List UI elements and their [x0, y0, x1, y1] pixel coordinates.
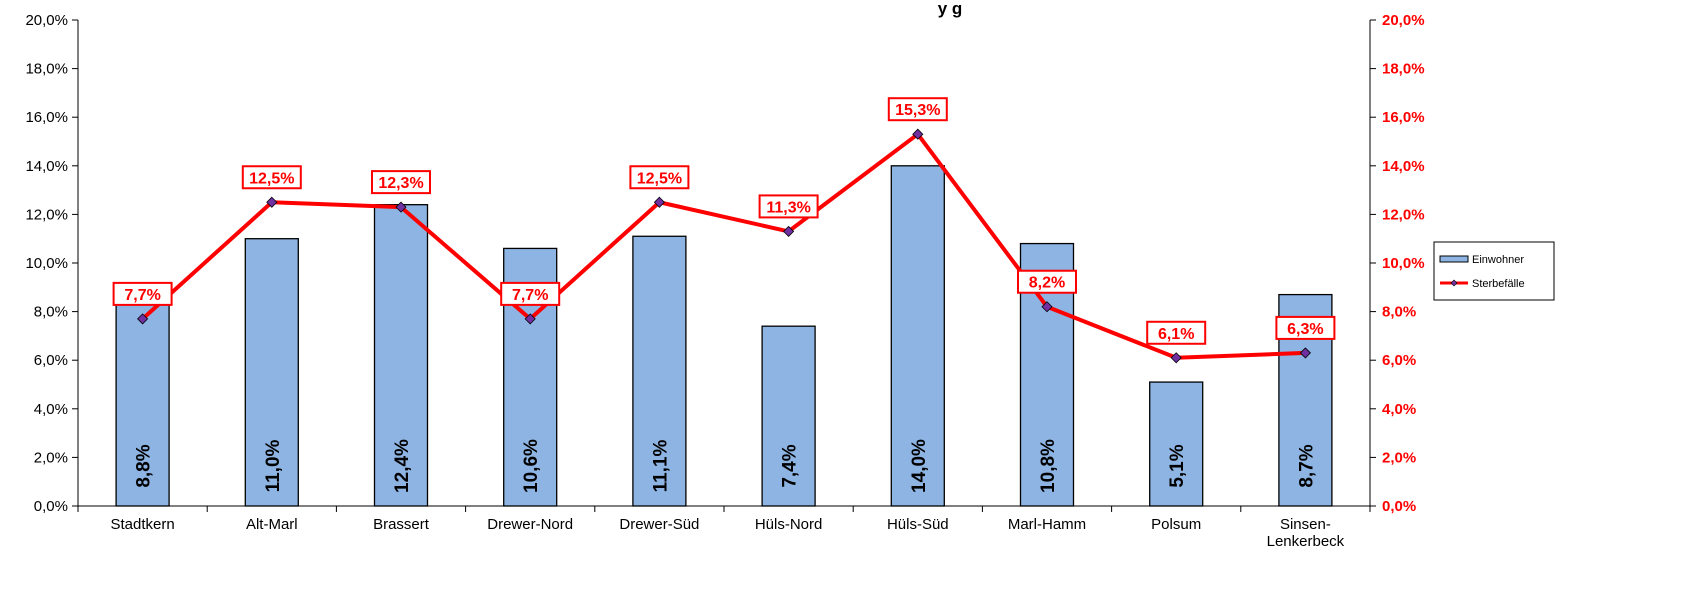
legend-label-einwohner: Einwohner	[1472, 254, 1524, 266]
y-left-tick-label: 12,0%	[25, 206, 68, 223]
line-value-label: 11,3%	[766, 199, 810, 216]
line-point-marker	[912, 128, 924, 140]
line-label-box	[629, 165, 690, 190]
bar	[890, 165, 945, 507]
x-category-label: Drewer-Nord	[487, 516, 573, 533]
bar-value-label: 8,7%	[1296, 444, 1317, 487]
x-category-label: Hüls-Nord	[755, 516, 823, 533]
line-point-marker	[266, 196, 278, 208]
chart-title: y g	[938, 0, 963, 18]
legend: Einwohner Sterbefälle	[1433, 241, 1555, 301]
bar-value-label: 5,1%	[1167, 444, 1188, 487]
line-label-box	[241, 165, 302, 190]
series-line	[141, 132, 1306, 360]
bar	[244, 238, 299, 507]
line-point-marker	[524, 313, 536, 325]
line-point-marker	[653, 196, 665, 208]
x-category-label: Brassert	[373, 516, 430, 533]
bar-value-label: 14,0%	[909, 439, 930, 493]
line-point-marker	[395, 201, 407, 213]
line-value-label: 8,2%	[1029, 275, 1065, 292]
y-right-tick-label: 0,0%	[1382, 498, 1416, 515]
y-left-tick-label: 14,0%	[25, 158, 68, 175]
data-labels: 8,8% 11,0% 12,4% 10,6% 11,1% 7,4% 14,0% 10,8% 5,…	[112, 97, 1336, 493]
line-point-marker	[1299, 347, 1311, 359]
y-right-tick-label: 12,0%	[1382, 206, 1425, 223]
legend-swatch-einwohner	[1439, 255, 1469, 263]
line-value-label: 6,3%	[1287, 321, 1323, 338]
y-right-tick-label: 8,0%	[1382, 304, 1416, 321]
x-category-label: Hüls-Süd	[887, 516, 949, 533]
y-right-tick-label: 20,0%	[1382, 12, 1425, 29]
y-right-tick-label: 16,0%	[1382, 109, 1425, 126]
bar	[373, 204, 429, 507]
line-point-marker	[137, 313, 149, 325]
x-category-label: Drewer-Süd	[619, 516, 699, 533]
bar-value-label: 11,0%	[263, 439, 284, 492]
bar-value-label: 12,4%	[392, 439, 413, 493]
line-point-marker	[1041, 301, 1053, 313]
y-left-tick-label: 0,0%	[34, 498, 68, 515]
bar-series-einwohner	[115, 165, 1333, 507]
x-category-label: Marl-Hamm	[1008, 516, 1086, 533]
y-right-tick-label: 2,0%	[1382, 449, 1416, 466]
bar-value-label: 10,8%	[1038, 439, 1059, 493]
line-series-sterbefaelle	[137, 128, 1311, 364]
bar-value-label: 10,6%	[521, 439, 542, 493]
legend-box	[1433, 241, 1555, 301]
line-label-box	[500, 281, 561, 306]
bar	[632, 235, 687, 507]
legend-marker-sterbefaelle	[1450, 279, 1458, 287]
line-label-box	[1017, 269, 1077, 294]
y-left-tick-label: 6,0%	[34, 352, 68, 369]
x-category-label: Stadtkern	[110, 516, 174, 533]
line-label-box	[112, 281, 173, 306]
y-left-tick-label: 2,0%	[34, 449, 68, 466]
line-label-box	[887, 97, 948, 122]
bar-value-label: 7,4%	[780, 444, 801, 487]
y-left-tick-label: 10,0%	[25, 255, 68, 272]
line-label-box	[371, 170, 431, 195]
bar-value-label: 11,1%	[650, 439, 671, 492]
line-value-label: 7,7%	[512, 287, 548, 304]
line-value-label: 12,5%	[637, 170, 682, 187]
bar	[761, 325, 816, 507]
y-right-tick-label: 14,0%	[1382, 158, 1425, 175]
bar	[1149, 381, 1204, 507]
y-right-tick-label: 18,0%	[1382, 61, 1425, 78]
line-value-label: 15,3%	[895, 102, 940, 119]
line-label-box	[1146, 320, 1207, 345]
y-right-tick-label: 4,0%	[1382, 401, 1416, 418]
y-left-tick-label: 8,0%	[34, 304, 68, 321]
y-right-tick-label: 10,0%	[1382, 255, 1425, 272]
line-label-box	[758, 194, 819, 219]
line-value-label: 12,3%	[378, 175, 423, 192]
line-point-marker	[1170, 352, 1182, 364]
y-right-tick-label: 6,0%	[1382, 352, 1416, 369]
y-left-tick-label: 16,0%	[25, 109, 68, 126]
line-label-box	[1275, 315, 1336, 340]
y-left-tick-label: 20,0%	[25, 12, 68, 29]
line-value-label: 7,7%	[124, 287, 160, 304]
axes: 0,0% 2,0% 4,0% 6,0% 8,0% 10,0% 12,0% 14,0% 16,0%…	[25, 12, 1424, 550]
bar-value-label: 8,8%	[134, 444, 155, 487]
line-value-label: 12,5%	[249, 170, 294, 187]
x-category-label: Alt-Marl	[246, 516, 298, 533]
line-value-label: 6,1%	[1158, 326, 1194, 343]
legend-label-sterbefaelle: Sterbefälle	[1472, 278, 1525, 290]
x-category-label: Sinsen-Lenkerbeck	[1267, 516, 1345, 550]
y-left-tick-label: 18,0%	[25, 61, 68, 78]
x-category-label: Polsum	[1151, 516, 1201, 533]
line-point-marker	[783, 225, 795, 237]
bar	[115, 291, 170, 507]
y-left-tick-label: 4,0%	[34, 401, 68, 418]
